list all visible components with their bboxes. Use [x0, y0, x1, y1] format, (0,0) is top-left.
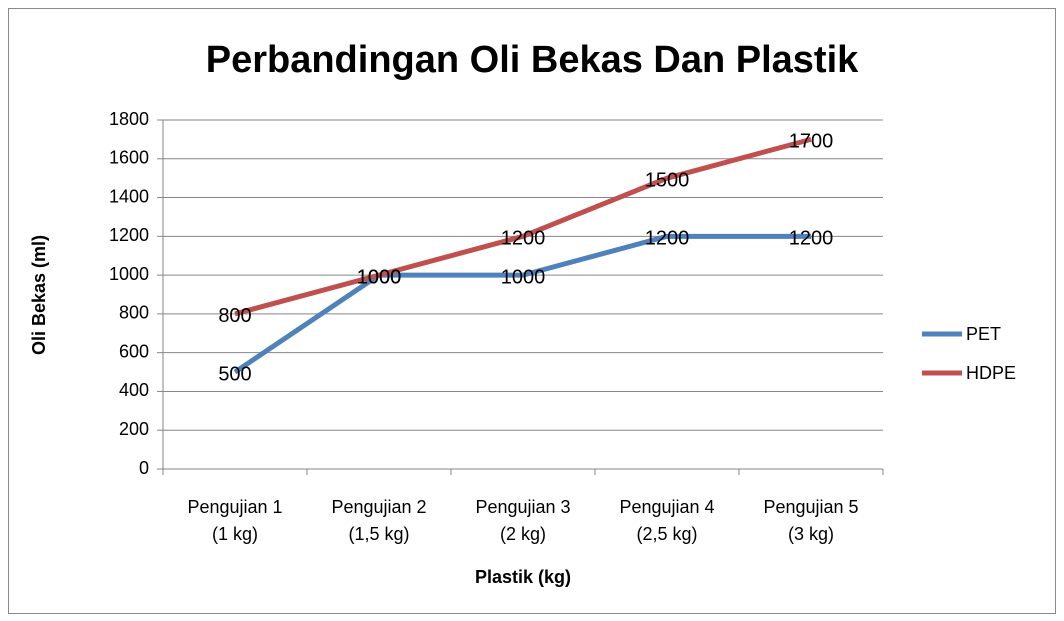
line-series	[233, 233, 811, 375]
y-tick-label: 0	[139, 458, 149, 478]
data-label: 1200	[645, 228, 690, 250]
x-tick-label: Pengujian 1 (1 kg)	[187, 497, 283, 544]
y-axis-label: Oli Bekas (ml)	[29, 235, 49, 355]
y-tick-label: 200	[119, 419, 149, 439]
x-axis-label: Plastik (kg)	[475, 567, 571, 587]
chart-title: Perbandingan Oli Bekas Dan Plastik	[206, 39, 859, 81]
y-tick-label: 1400	[109, 186, 149, 206]
legend-label: HDPE	[966, 363, 1016, 383]
data-label: 1200	[789, 228, 834, 250]
legend-label: PET	[966, 324, 1001, 344]
y-tick-label: 1200	[109, 225, 149, 245]
data-label: 1000	[501, 266, 546, 288]
data-label: 800	[218, 305, 251, 327]
data-label: 500	[218, 363, 251, 385]
x-tick-label: Pengujian 3 (2 kg)	[475, 497, 571, 544]
data-label: 1200	[501, 228, 546, 250]
y-tick-label: 400	[119, 380, 149, 400]
data-label: 1500	[645, 169, 690, 191]
x-tick-label: Pengujian 4 (2,5 kg)	[619, 497, 715, 544]
y-tick-label: 1800	[109, 109, 149, 129]
x-tick-label: Pengujian 2 (1,5 kg)	[331, 497, 427, 544]
data-label: 1000	[357, 266, 402, 288]
data-label: 1700	[789, 131, 834, 153]
y-tick-label: 800	[119, 303, 149, 323]
chart-border	[8, 8, 1056, 614]
y-tick-label: 1000	[109, 264, 149, 284]
line-series	[234, 136, 812, 317]
x-tick-label: Pengujian 5 (3 kg)	[763, 497, 859, 544]
data-label: 1000	[357, 266, 402, 288]
y-tick-label: 600	[119, 341, 149, 361]
y-tick-label: 1600	[109, 148, 149, 168]
